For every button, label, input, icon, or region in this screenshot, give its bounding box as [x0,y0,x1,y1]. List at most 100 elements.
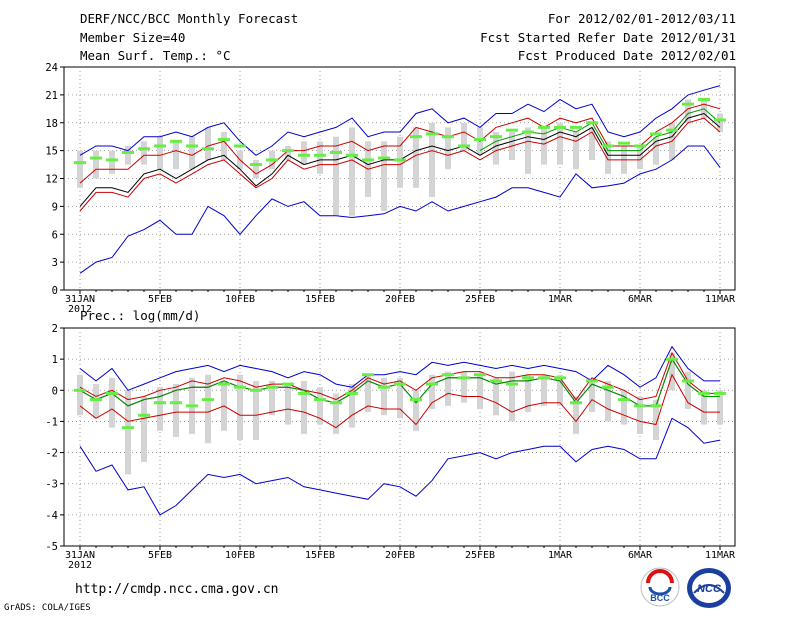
series-median-line [479,108,721,152]
spread-box [381,141,387,212]
spread-box [573,396,579,434]
spread-box [525,374,531,413]
y-tick-label: -5 [45,541,58,553]
forecast-range: For 2012/02/01-2012/03/11 [547,11,736,26]
spread-box [541,374,547,406]
spread-box [573,132,579,170]
spread-box [605,380,611,422]
spread-box [397,377,403,419]
spread-box [493,377,499,416]
y-tick-label: 3 [52,257,58,269]
spread-box [173,384,179,437]
x-tick-label: 31JAN [65,550,95,561]
spread-box [445,127,451,170]
y-tick-label: 0 [52,285,58,297]
spread-box [445,371,451,406]
spread-box [365,374,371,413]
spread-box [701,390,707,425]
spread-box [461,371,467,403]
spread-box [109,150,115,174]
x-tick-year: 2012 [68,304,92,315]
spread-box [669,352,675,391]
member-size: Member Size=40 [80,30,186,45]
spread-box [349,127,355,216]
y-tick-label: 18 [45,118,58,130]
spread-box [429,374,435,409]
spread-box [637,145,643,170]
spread-box [333,393,339,434]
x-tick-label: 1MAR [548,294,573,305]
x-tick-year: 2012 [68,560,92,571]
spread-box [301,141,307,165]
x-tick-label: 11MAR [705,294,736,305]
spread-box [253,380,259,441]
series-min-line [79,417,721,516]
spread-box [205,127,211,160]
y-tick-label: 15 [45,146,58,158]
precip-label: Prec.: log(mm/d) [80,308,201,323]
spread-box [541,127,547,165]
spread-box [525,127,531,174]
spread-box [413,390,419,431]
x-tick-label: 10FEB [225,550,255,561]
y-tick-label: 21 [45,90,58,102]
spread-box [685,371,691,409]
y-tick-label: -3 [45,479,58,491]
ncc-logo-text: NCC [697,583,722,595]
x-tick-label: 5FEB [148,550,172,561]
spread-box [637,396,643,434]
spread-box [477,374,483,409]
spread-box [301,380,307,434]
spread-box [189,136,195,170]
spread-box [269,380,275,416]
spread-box [157,136,163,170]
bcc-logo-text: BCC [650,593,670,603]
spread-box [93,150,99,179]
spread-box [77,374,83,416]
spread-box [557,122,563,165]
y-tick-label: -1 [45,416,58,428]
spread-box [93,384,99,419]
spread-box [77,150,83,188]
spread-box [221,132,227,160]
spread-box [109,377,115,428]
spread-box [285,145,291,160]
footer-url[interactable]: http://cmdp.ncc.cma.gov.cn [75,582,279,597]
spread-box [509,371,515,422]
spread-box [589,377,595,413]
y-tick-label: -4 [45,510,58,522]
spread-box [397,136,403,188]
spread-box [413,127,419,188]
x-tick-label: 31JAN [65,294,95,305]
variable-label: Mean Surf. Temp.: °C [80,48,231,63]
series-min-line [79,145,721,274]
series-lower-line [79,373,720,429]
spread-box [141,396,147,462]
y-tick-label: 24 [45,62,58,74]
x-tick-label: 10FEB [225,294,255,305]
spread-box [429,122,435,198]
x-tick-label: 20FEB [385,550,415,561]
spread-box [653,136,659,165]
started-date: Fcst Started Refer Date 2012/01/31 [480,30,736,45]
spread-box [157,387,163,431]
spread-box [349,384,355,428]
x-tick-label: 6MAR [628,294,653,305]
spread-box [621,390,627,425]
x-tick-label: 25FEB [465,294,495,305]
spread-box [125,390,131,475]
spread-box [173,141,179,170]
plot-frame-1 [63,327,736,547]
spread-box [205,374,211,444]
x-tick-label: 25FEB [465,550,495,561]
x-tick-label: 6MAR [628,550,653,561]
y-tick-label: 2 [52,323,58,335]
spread-box [685,99,691,123]
bcc-logo: BCC [640,567,680,607]
spread-box [333,136,339,216]
x-tick-label: 15FEB [305,550,335,561]
x-tick-label: 5FEB [148,294,172,305]
y-tick-label: 9 [52,201,58,213]
spread-box [317,141,323,174]
spread-box [493,132,499,165]
